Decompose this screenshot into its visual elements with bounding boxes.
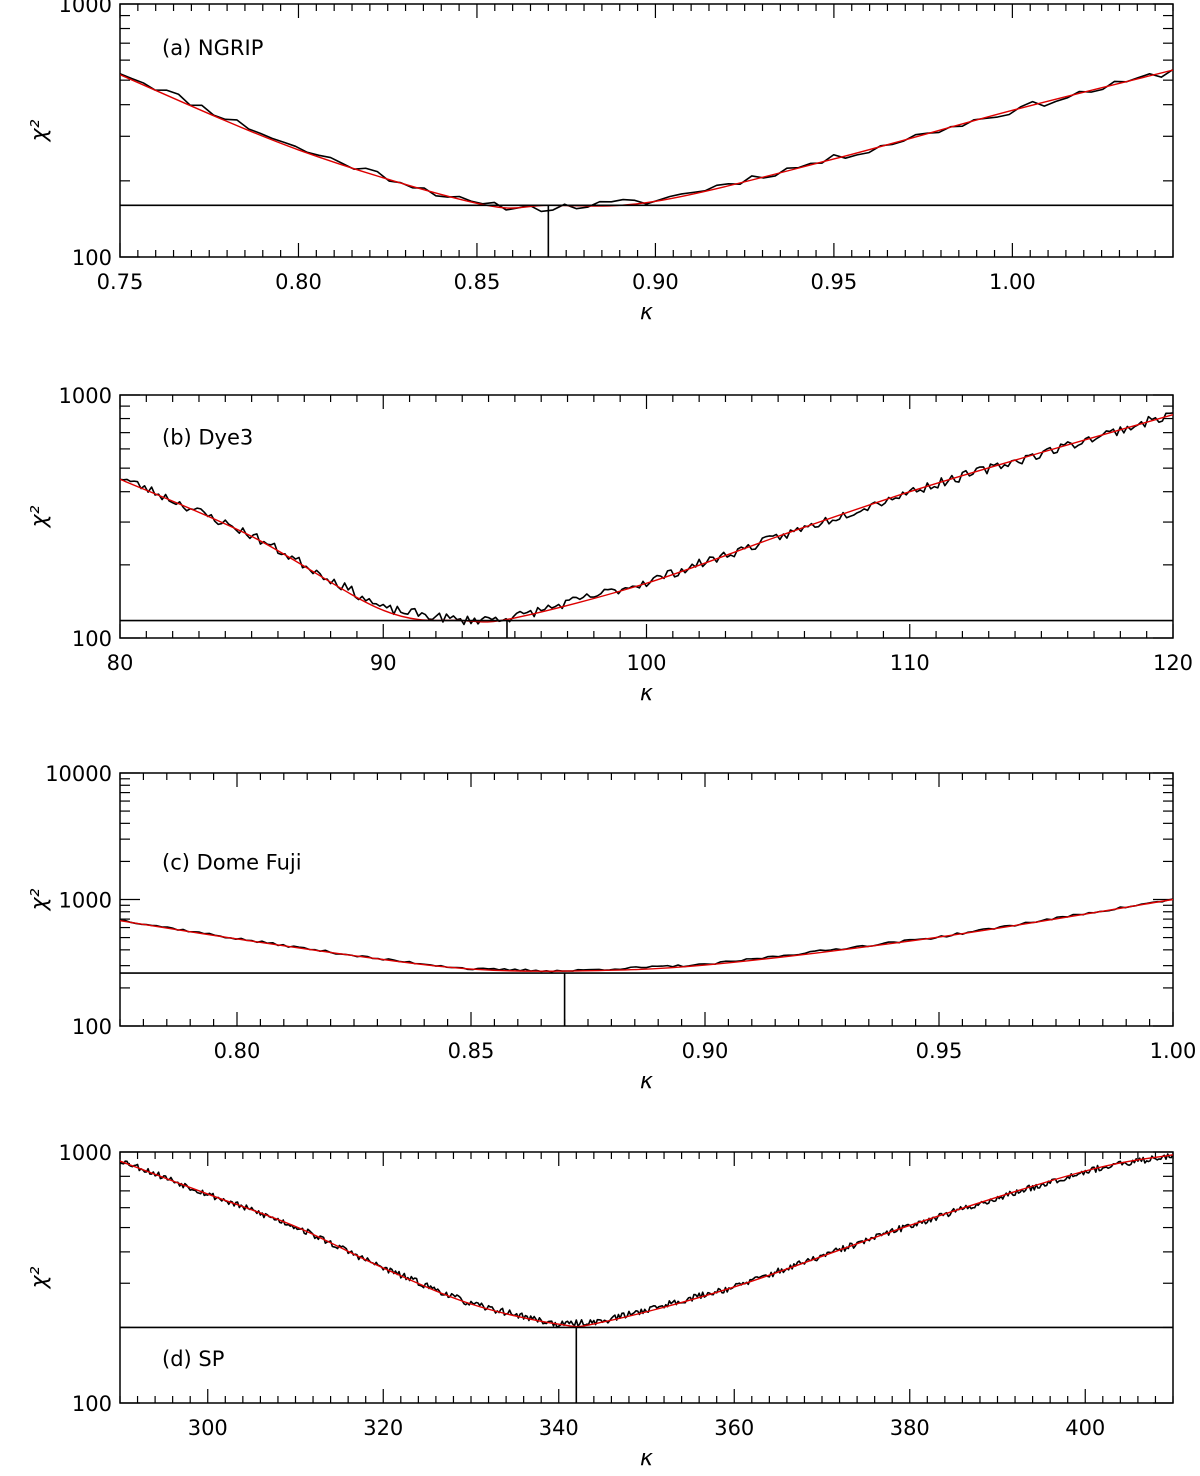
y-tick-label: 100 [72, 1015, 112, 1039]
x-tick-label: 400 [1065, 1416, 1105, 1440]
y-tick-label: 1000 [59, 889, 112, 913]
panel-c-dome-fuji: 0.80 0.85 0.90 0.95 1.00 100 1000 10000 κ χ² (c) D… [27, 762, 1196, 1094]
x-axis-label: κ [640, 1446, 653, 1471]
y-axis-label: χ² [27, 505, 52, 528]
x-tick-label: 80 [107, 651, 134, 675]
x-axis-label: κ [640, 681, 653, 706]
y-tick-label: 1000 [59, 0, 112, 17]
y-axis-label: χ² [27, 1266, 52, 1289]
plot-area [120, 1153, 1173, 1329]
plot-frame [119, 772, 1174, 1027]
y-tick-label: 100 [72, 246, 112, 270]
panel-a-ngrip: 0.75 0.80 0.85 0.90 0.95 1.00 100 1000 κ χ² (a) NG… [27, 0, 1174, 325]
plot-area [120, 898, 1173, 973]
x-tick-label: 0.95 [916, 1039, 963, 1063]
x-tick-label: 110 [890, 651, 930, 675]
x-tick-label: 300 [188, 1416, 228, 1440]
x-tick-label: 0.95 [811, 270, 858, 294]
series-line-chi2 [120, 412, 1173, 626]
y-tick-label: 100 [72, 1392, 112, 1416]
x-axis-label: κ [640, 300, 653, 325]
x-tick-label: 0.90 [632, 270, 679, 294]
series-line-fit [120, 69, 1173, 209]
x-tick-label: 1.00 [989, 270, 1036, 294]
series-line-fit [120, 898, 1173, 972]
plot-frame [119, 1151, 1174, 1404]
x-tick-label: 0.85 [448, 1039, 495, 1063]
series-line-chi2 [120, 68, 1173, 213]
series-line-fit [120, 1154, 1173, 1328]
x-tick-label: 340 [539, 1416, 579, 1440]
x-tick-label: 90 [370, 651, 397, 675]
plot-area [120, 68, 1173, 213]
panel-label: (b) Dye3 [162, 425, 253, 449]
x-tick-label: 0.85 [454, 270, 501, 294]
y-axis-label: χ² [27, 119, 52, 142]
x-tick-label: 380 [890, 1416, 930, 1440]
series-line-fit [120, 413, 1173, 623]
x-axis-label: κ [640, 1069, 653, 1094]
panel-label: (c) Dome Fuji [162, 851, 302, 875]
panel-label: (d) SP [162, 1347, 224, 1371]
x-tick-label: 120 [1153, 651, 1193, 675]
y-tick-label: 1000 [59, 1141, 112, 1165]
x-tick-label: 360 [714, 1416, 754, 1440]
x-tick-label: 0.80 [214, 1039, 261, 1063]
x-tick-label: 0.90 [682, 1039, 729, 1063]
panel-label: (a) NGRIP [162, 36, 263, 60]
plot-frame [119, 3, 1174, 258]
plot-area [120, 412, 1173, 626]
plot-frame [119, 394, 1174, 639]
y-axis-label: χ² [27, 888, 52, 911]
panel-d-sp: 300 320 340 360 380 400 100 1000 κ χ² (d) SP [27, 1141, 1174, 1471]
x-tick-label: 100 [626, 651, 666, 675]
panel-b-dye3: 80 90 100 110 120 100 1000 κ χ² (b) Dye3 [27, 384, 1193, 706]
x-tick-label: 0.80 [275, 270, 322, 294]
x-tick-label: 320 [363, 1416, 403, 1440]
x-tick-label: 1.00 [1150, 1039, 1197, 1063]
series-line-chi2 [120, 1153, 1173, 1329]
y-tick-label: 10000 [45, 762, 112, 786]
y-tick-label: 100 [72, 627, 112, 651]
y-tick-label: 1000 [59, 384, 112, 408]
series-line-chi2 [120, 898, 1173, 973]
x-tick-label: 0.75 [97, 270, 144, 294]
